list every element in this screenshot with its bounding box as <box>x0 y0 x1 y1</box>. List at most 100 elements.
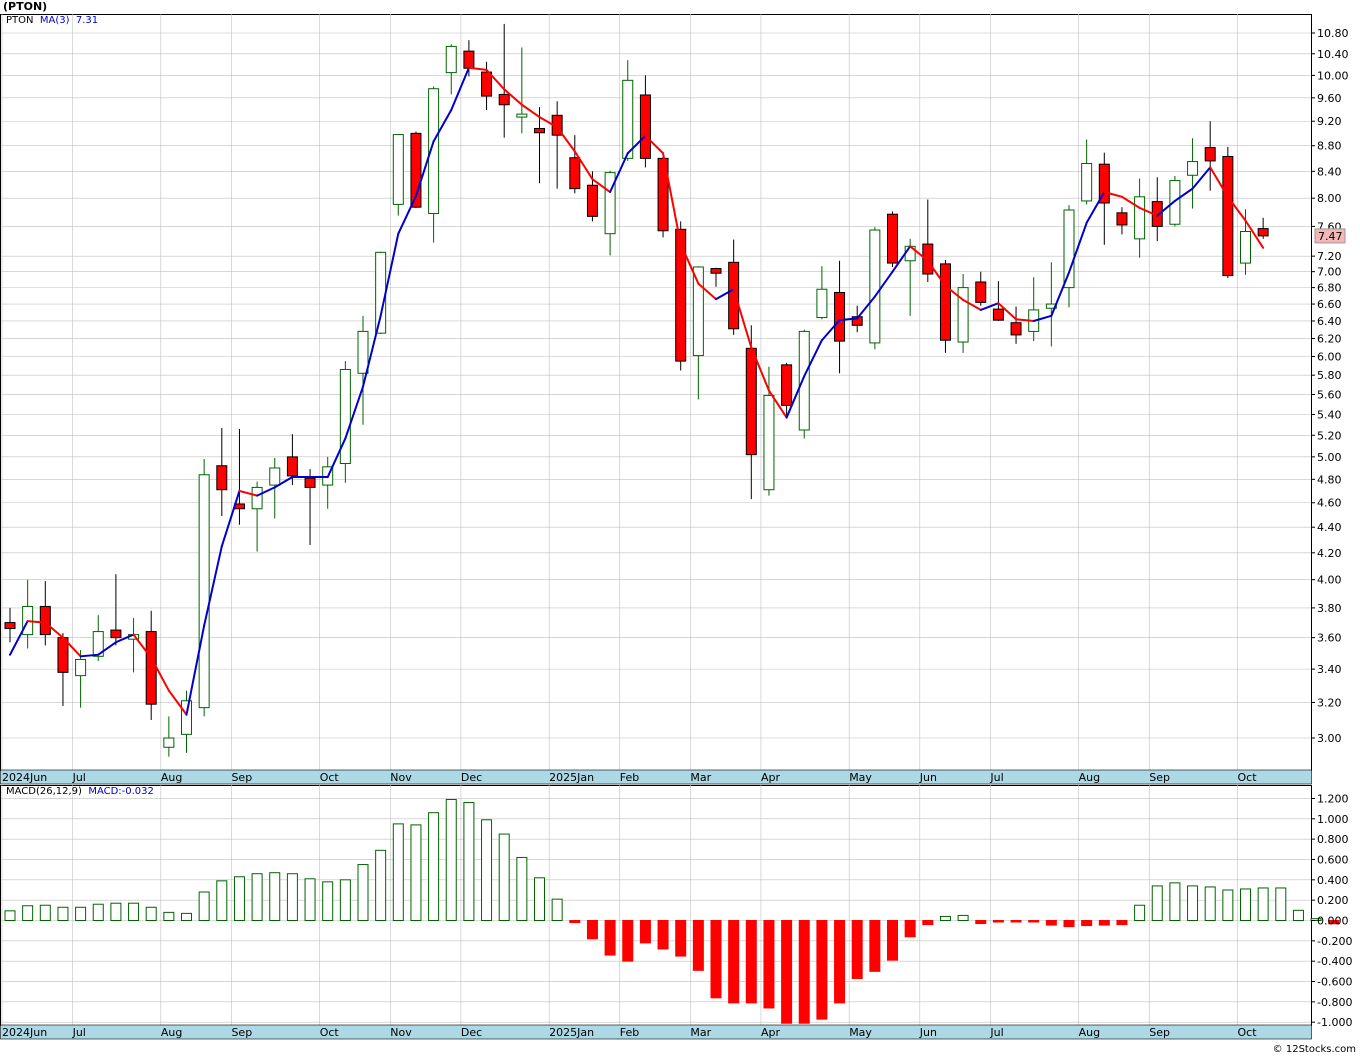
macd-bar <box>1204 886 1216 922</box>
ma-segment <box>679 243 700 285</box>
candle-body <box>798 330 810 431</box>
candle-body <box>675 228 687 362</box>
candle-body <box>357 330 369 374</box>
macd-tick-label: 0.000 <box>1317 915 1349 928</box>
ma-segment <box>485 68 506 91</box>
price-tick-label: 10.80 <box>1317 27 1349 40</box>
candle-body <box>92 631 104 657</box>
macd-bar <box>1010 920 1022 923</box>
ma-segment <box>820 319 841 342</box>
ma-segment <box>997 302 1018 321</box>
x-tick-label: 2025Jan <box>549 1026 594 1039</box>
x-tick-label: Dec <box>461 771 482 784</box>
candle-body <box>1257 228 1269 237</box>
chart-title: (PTON) <box>3 0 48 13</box>
macd-tick-label: -0.200 <box>1317 935 1352 948</box>
ma-segment <box>715 288 735 301</box>
macd-bar <box>939 915 951 922</box>
macd-bar <box>1116 920 1128 926</box>
price-tick-label: 3.60 <box>1317 632 1342 645</box>
ma-segment <box>1032 314 1053 322</box>
macd-tick-label: 0.800 <box>1317 833 1349 846</box>
macd-bar <box>1063 920 1075 928</box>
price-tick-label: 8.40 <box>1317 165 1342 178</box>
candle-body <box>410 132 422 208</box>
macd-tick-label: -1.000 <box>1317 1016 1352 1029</box>
macd-bar <box>4 910 16 922</box>
ma-segment <box>626 134 647 155</box>
candle-body <box>4 622 16 630</box>
macd-bar <box>798 920 810 1024</box>
macd-bar <box>569 920 581 924</box>
candle-body <box>198 474 210 709</box>
candle-body <box>445 45 457 74</box>
x-tick-label: Sep <box>1149 771 1170 784</box>
candle-body <box>692 266 704 357</box>
x-tick-label: Aug <box>1079 1026 1100 1039</box>
macd-bar <box>75 906 87 921</box>
ma-segment <box>167 689 188 716</box>
macd-bar <box>1098 920 1110 926</box>
macd-bar <box>1310 918 1322 921</box>
x-tick-label: 2024Jun <box>2 771 47 784</box>
macd-bar <box>251 873 263 922</box>
candle-body <box>1010 322 1022 336</box>
macd-bar <box>1081 920 1093 927</box>
candle-body <box>816 288 828 319</box>
macd-bar <box>728 920 740 1004</box>
macd-bar <box>692 920 704 971</box>
price-tick-label: 3.20 <box>1317 696 1342 709</box>
price-tick-label: 4.80 <box>1317 473 1342 486</box>
x-tick-label: Jul <box>72 1026 86 1039</box>
macd-bar <box>1151 885 1163 921</box>
candle-body <box>851 316 863 326</box>
ma-segment <box>97 641 117 656</box>
macd-bar <box>1257 887 1269 921</box>
candle-body <box>498 93 510 106</box>
candle-body <box>304 477 316 488</box>
ma-segment <box>432 108 453 143</box>
price-tick-label: 6.80 <box>1317 282 1342 295</box>
macd-bar <box>92 903 104 922</box>
macd-bar <box>163 911 175 922</box>
macd-bar <box>110 902 122 921</box>
macd-bar <box>463 802 475 922</box>
candle-body <box>975 281 987 303</box>
macd-bar <box>657 920 669 950</box>
ma-segment <box>1156 199 1176 217</box>
ma-segment <box>538 116 559 129</box>
candle-body <box>163 737 175 748</box>
ma-segment <box>573 150 594 181</box>
x-tick-label: Feb <box>620 771 639 784</box>
candle-body <box>1081 163 1093 202</box>
candle-body <box>710 268 722 274</box>
ma-segment <box>591 178 612 194</box>
price-tick-label: 4.20 <box>1317 547 1342 560</box>
price-tick-label: 6.40 <box>1317 315 1342 328</box>
macd-bar <box>445 798 457 921</box>
ma-segment <box>1050 271 1070 317</box>
macd-bar <box>763 920 775 1009</box>
candle-body <box>392 134 404 205</box>
candle-body <box>1204 147 1216 162</box>
legend-symbol: PTON <box>6 15 34 26</box>
macd-bar <box>710 920 722 999</box>
candle-body <box>781 364 793 406</box>
ma-segment <box>520 103 541 119</box>
x-tick-label: Jun <box>919 1026 937 1039</box>
ma-segment <box>185 624 206 716</box>
ma-segment <box>803 339 823 378</box>
x-tick-label: 2025Jan <box>549 771 594 784</box>
ma-segment <box>150 656 170 692</box>
last-price-box <box>1314 228 1346 244</box>
ma-segment <box>1120 195 1141 209</box>
price-tick-label: 10.40 <box>1317 48 1349 61</box>
macd-bar <box>516 856 528 921</box>
last-price-label: 7.47 <box>1318 230 1343 243</box>
x-tick-label: Jul <box>989 1026 1003 1039</box>
ma-segment <box>1085 191 1106 224</box>
candle-body <box>569 157 581 190</box>
ma-segment <box>397 195 417 235</box>
candle-body <box>57 637 69 673</box>
ma-segment <box>732 288 753 349</box>
